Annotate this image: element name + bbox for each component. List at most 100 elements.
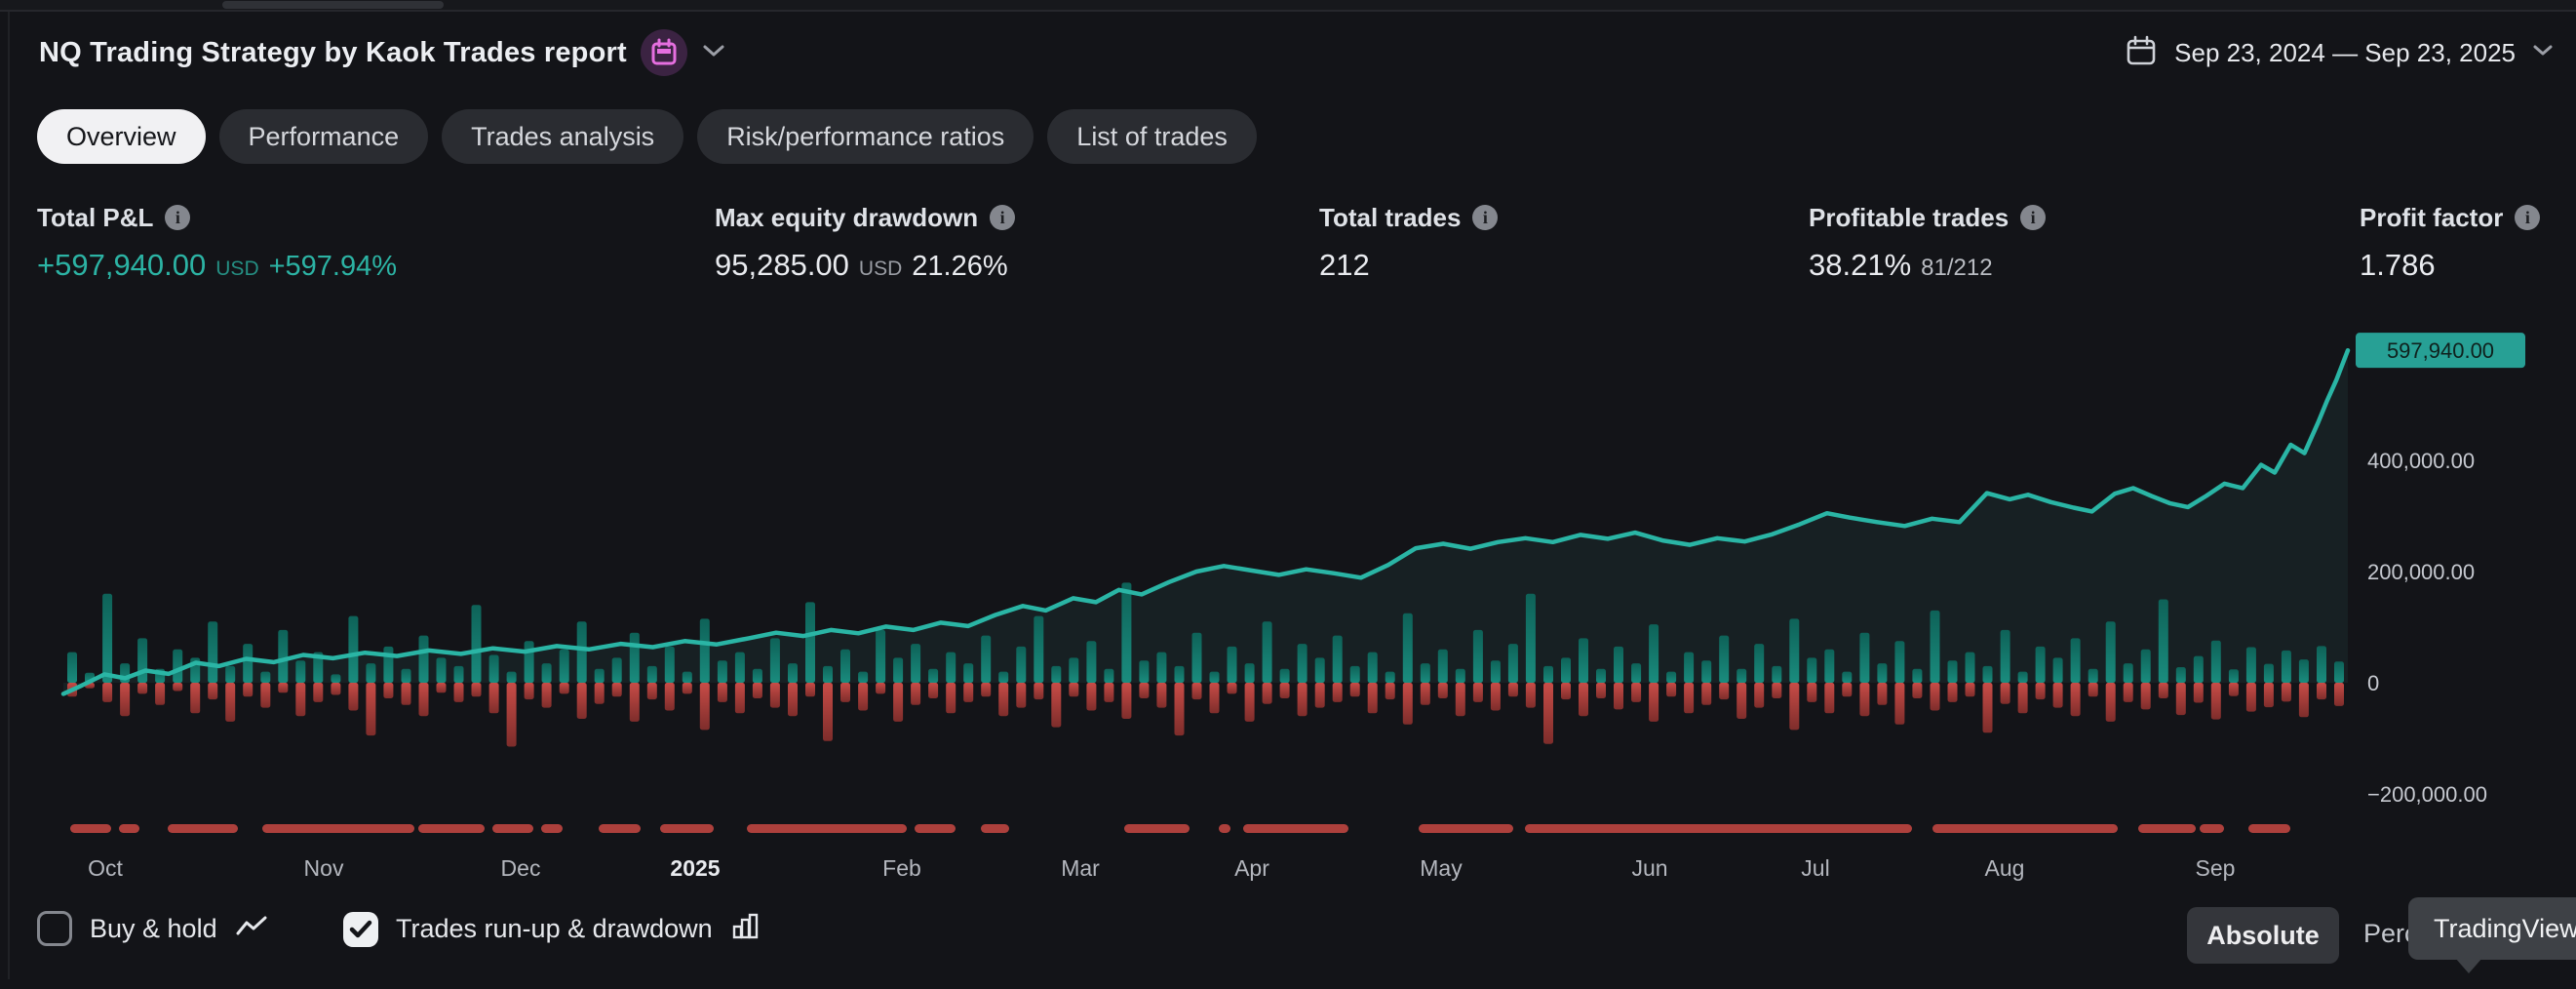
tooltip-tail — [2455, 958, 2482, 973]
drawdown-bar — [1719, 683, 1730, 700]
tab-trades-analysis[interactable]: Trades analysis — [442, 109, 684, 164]
drawdown-bar — [1420, 683, 1430, 705]
date-range-chevron-down-icon — [2531, 43, 2555, 62]
panel-resize-strip[interactable] — [0, 0, 2576, 12]
drawdown-bar — [840, 683, 850, 702]
runup-bar — [1402, 613, 1413, 684]
runup-bar — [699, 618, 710, 683]
drawdown-period-strip — [2138, 824, 2196, 833]
drawdown-bar — [1016, 683, 1027, 708]
runup-bar — [858, 671, 869, 683]
runup-bar — [1965, 652, 1975, 683]
runup-drawdown-checkbox[interactable] — [343, 911, 378, 947]
drawdown-period-strip — [1219, 824, 1230, 833]
date-range-picker[interactable]: Sep 23, 2024 — Sep 23, 2025 — [2124, 33, 2555, 73]
runup-bar — [1385, 671, 1395, 683]
runup-bar — [1367, 652, 1378, 683]
drawdown-bar — [594, 683, 605, 704]
runup-bar — [1649, 624, 1659, 683]
drawdown-bar — [1104, 683, 1114, 702]
absolute-mode-button[interactable]: Absolute — [2187, 907, 2339, 964]
runup-bar — [805, 602, 815, 683]
drawdown-bar — [1859, 683, 1870, 717]
runup-bar — [225, 665, 236, 683]
runup-bar — [1051, 665, 1062, 683]
drawdown-bar — [278, 683, 289, 693]
drawdown-bar — [646, 683, 657, 700]
drawdown-bar — [1772, 683, 1782, 698]
drawdown-bar — [1701, 683, 1712, 705]
runup-bar — [1947, 660, 1958, 683]
runup-bar — [173, 649, 183, 683]
runup-bar — [2298, 659, 2309, 683]
stat-value: +597,940.00 — [37, 248, 207, 282]
drawdown-bar — [946, 683, 956, 714]
drawdown-bar — [225, 683, 236, 722]
drawdown-bar — [2193, 683, 2204, 703]
runup-bar — [2334, 661, 2344, 683]
report-header: NQ Trading Strategy by Kaok Trades repor… — [39, 23, 2555, 82]
drawdown-period-strip — [541, 824, 563, 833]
drawdown-bar — [752, 683, 762, 698]
stat-label: Total trades — [1319, 202, 1462, 232]
runup-bar — [2105, 621, 2116, 683]
drawdown-bar — [1034, 683, 1044, 700]
drawdown-bar — [208, 683, 218, 700]
last-value-badge — [2356, 333, 2525, 369]
runup-bar — [1174, 665, 1185, 683]
runup-bar — [682, 671, 692, 683]
tab-risk-performance-ratios[interactable]: Risk/performance ratios — [697, 109, 1034, 164]
drawdown-bar — [2298, 683, 2309, 718]
runup-drawdown-toggle[interactable]: Trades run-up & drawdown — [343, 911, 761, 947]
runup-bar — [1543, 665, 1553, 683]
drawdown-bar — [1894, 683, 1905, 725]
runup-bar — [1349, 665, 1360, 683]
runup-bar — [383, 646, 394, 683]
runup-bar — [1666, 671, 1677, 683]
drawdown-period-strip — [915, 824, 956, 833]
buy-hold-label: Buy & hold — [90, 913, 217, 943]
drawdown-bar — [1349, 683, 1360, 697]
runup-bar — [2263, 663, 2274, 683]
strategy-icon — [640, 29, 687, 76]
runup-bar — [664, 646, 675, 683]
runup-bar — [1614, 646, 1623, 683]
info-icon[interactable]: i — [165, 205, 191, 230]
drawdown-bar — [1684, 683, 1695, 714]
drawdown-bar — [2263, 683, 2274, 708]
strategy-title-group[interactable]: NQ Trading Strategy by Kaok Trades repor… — [39, 29, 726, 76]
drawdown-bar — [453, 683, 464, 702]
runup-bar — [366, 663, 376, 683]
tab-performance[interactable]: Performance — [218, 109, 429, 164]
drawdown-bar — [1191, 683, 1202, 700]
drawdown-period-strip — [70, 824, 111, 833]
drawdown-bar — [1156, 683, 1167, 708]
tab-overview[interactable]: Overview — [37, 109, 206, 164]
drawdown-bar — [2000, 683, 2010, 704]
drawdown-bar — [1367, 683, 1378, 714]
runup-bar — [524, 641, 534, 684]
drawdown-bar — [506, 683, 517, 747]
runup-bar — [2000, 629, 2010, 683]
drawdown-bar — [524, 683, 534, 700]
drawdown-bar — [260, 683, 271, 708]
info-icon[interactable]: i — [990, 205, 1016, 230]
buy-hold-toggle[interactable]: Buy & hold — [37, 911, 268, 946]
info-icon[interactable]: i — [2515, 205, 2541, 230]
panel-drag-handle[interactable] — [222, 1, 444, 9]
tab-list-of-trades[interactable]: List of trades — [1047, 109, 1257, 164]
drawdown-bar — [1965, 683, 1975, 697]
runup-bar — [2052, 657, 2063, 683]
info-icon[interactable]: i — [1472, 205, 1499, 230]
runup-bar — [2193, 655, 2204, 683]
equity-chart[interactable]: Oct Nov Dec 2025 Feb Mar Apr May Jun Jul Aug Sep 400… — [0, 293, 2576, 917]
stat-secondary: 21.26% — [912, 251, 1008, 282]
buy-hold-checkbox[interactable] — [37, 911, 72, 946]
info-icon[interactable]: i — [2020, 205, 2047, 230]
runup-bar — [1209, 671, 1220, 683]
drawdown-bar — [559, 683, 569, 694]
runup-bar — [1842, 671, 1853, 683]
stat-secondary: +597.94% — [268, 251, 398, 282]
runup-bar — [946, 652, 956, 683]
title-chevron-down-icon[interactable] — [701, 43, 726, 63]
